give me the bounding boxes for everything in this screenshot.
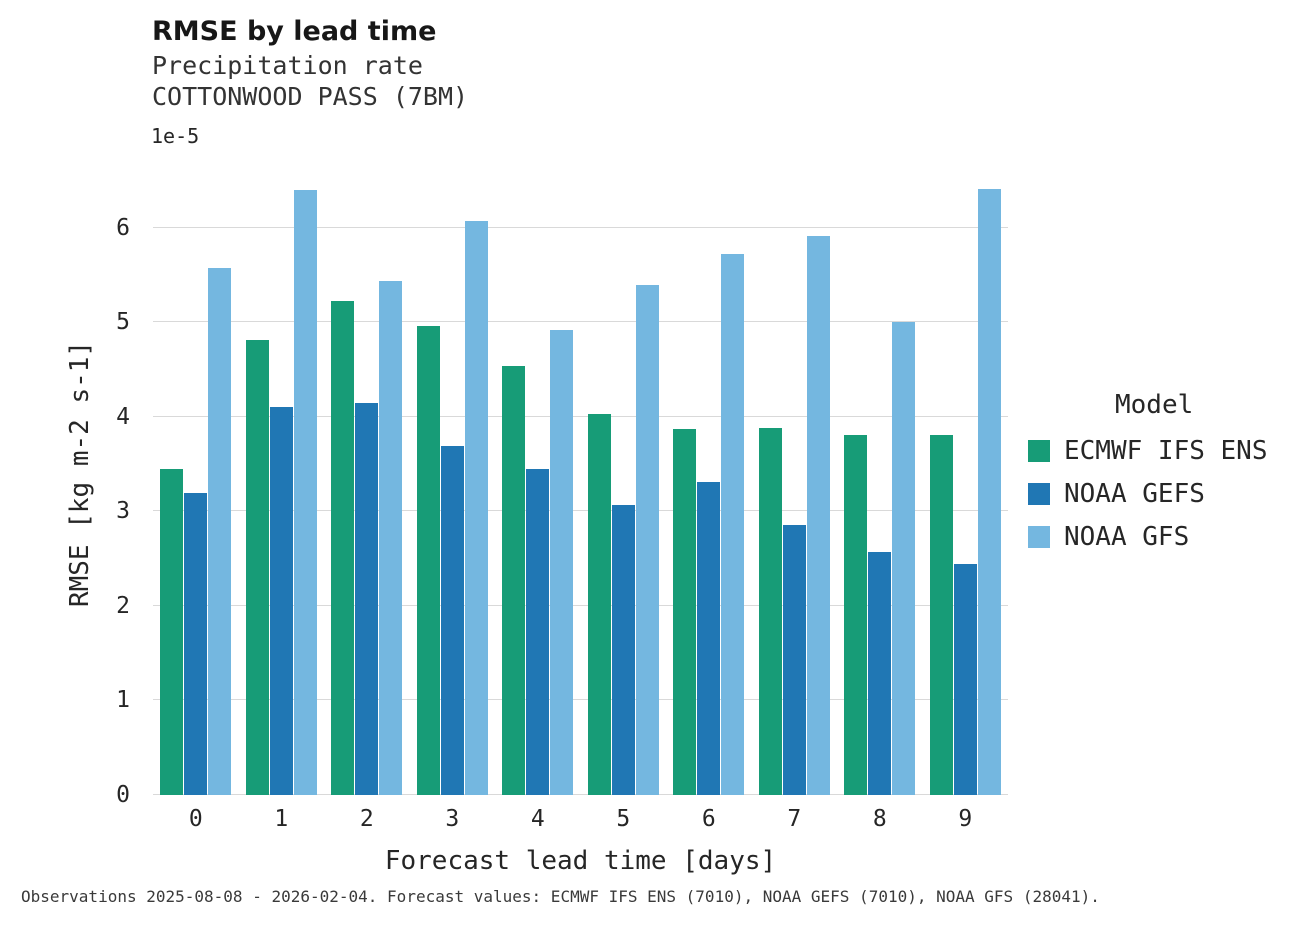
y-tick-label-0: 0	[116, 782, 130, 808]
legend-item-ecmwf-ifs-ens: ECMWF IFS ENS	[1028, 436, 1268, 466]
bar-ecmwf-ifs-ens-lead-2	[331, 301, 355, 795]
bar-noaa-gefs-lead-9	[953, 564, 977, 795]
bar-noaa-gfs-lead-8	[892, 322, 916, 795]
bar-group-lead-2	[324, 152, 410, 795]
x-tick-label-7: 7	[787, 806, 802, 832]
x-tick-label-6: 6	[701, 806, 716, 832]
bar-ecmwf-ifs-ens-lead-4	[502, 365, 526, 795]
bar-group-lead-9	[923, 152, 1009, 795]
gridline-3	[153, 510, 1008, 512]
legend-items: ECMWF IFS ENS NOAA GEFS NOAA GFS	[1028, 436, 1268, 552]
x-tick-label-1: 1	[274, 806, 289, 832]
y-tick-label-3: 3	[116, 498, 130, 525]
bar-noaa-gefs-lead-6	[697, 482, 721, 795]
x-tick-label-0: 0	[188, 806, 203, 832]
gridline-2	[153, 604, 1008, 606]
gridline-5	[153, 321, 1008, 323]
bar-noaa-gfs-lead-0	[208, 268, 232, 795]
legend-swatch-noaa-gfs	[1028, 526, 1050, 548]
x-tick-labels: 0 1 2 3 4 5 6 7 8 9	[153, 806, 1008, 832]
bar-ecmwf-ifs-ens-lead-5	[587, 413, 611, 795]
legend-swatch-ecmwf-ifs-ens	[1028, 440, 1050, 462]
bar-noaa-gfs-lead-5	[635, 285, 659, 795]
footer-caption: Observations 2025-08-08 - 2026-02-04. Fo…	[21, 887, 1100, 906]
bar-group-lead-7	[752, 152, 838, 795]
legend-item-noaa-gfs: NOAA GFS	[1028, 522, 1268, 552]
bar-ecmwf-ifs-ens-lead-7	[758, 428, 782, 795]
x-tick-label-9: 9	[958, 806, 973, 832]
chart-subtitle-variable: Precipitation rate	[152, 51, 423, 80]
bar-group-lead-6	[666, 152, 752, 795]
plot-area	[153, 152, 1008, 795]
bar-ecmwf-ifs-ens-lead-3	[416, 326, 440, 795]
bar-noaa-gefs-lead-3	[440, 446, 464, 795]
bar-ecmwf-ifs-ens-lead-6	[673, 429, 697, 795]
legend-label-ecmwf-ifs-ens: ECMWF IFS ENS	[1064, 436, 1268, 466]
bar-noaa-gefs-lead-0	[184, 493, 208, 795]
y-tick-label-5: 5	[116, 309, 130, 336]
bar-noaa-gfs-lead-2	[379, 280, 403, 795]
bar-noaa-gefs-lead-7	[782, 524, 806, 795]
bar-noaa-gefs-lead-5	[611, 504, 635, 795]
x-tick-label-5: 5	[616, 806, 631, 832]
y-axis-label: RMSE [kg m-2 s-1]	[65, 340, 96, 607]
bar-noaa-gfs-lead-6	[721, 254, 745, 795]
y-tick-labels: 0 1 2 3 4 5 6	[100, 152, 140, 808]
y-axis-label-wrap: RMSE [kg m-2 s-1]	[55, 152, 105, 795]
legend-title: Model	[1115, 390, 1194, 420]
x-tick-label-4: 4	[530, 806, 545, 832]
bar-group-lead-8	[837, 152, 923, 795]
x-tick-label-3: 3	[445, 806, 460, 832]
bar-ecmwf-ifs-ens-lead-0	[160, 468, 184, 795]
bar-noaa-gefs-lead-8	[868, 551, 892, 795]
legend-label-noaa-gfs: NOAA GFS	[1064, 522, 1190, 552]
y-axis-scale-offset: 1e-5	[151, 124, 200, 148]
bar-noaa-gefs-lead-1	[269, 407, 293, 795]
bar-ecmwf-ifs-ens-lead-9	[929, 434, 953, 795]
bar-ecmwf-ifs-ens-lead-8	[844, 434, 868, 795]
y-tick-label-1: 1	[116, 687, 130, 714]
bar-noaa-gfs-lead-1	[293, 189, 317, 795]
y-tick-label-4: 4	[116, 403, 130, 430]
x-tick-label-8: 8	[872, 806, 887, 832]
bar-noaa-gfs-lead-7	[806, 236, 830, 795]
gridline-4	[153, 415, 1008, 417]
gridlines	[153, 152, 1008, 795]
gridline-6	[153, 226, 1008, 228]
gridline-0	[153, 794, 1008, 795]
bar-group-lead-0	[153, 152, 239, 795]
bar-noaa-gfs-lead-9	[977, 188, 1001, 795]
x-axis-label: Forecast lead time [days]	[384, 846, 777, 876]
y-tick-label-2: 2	[116, 592, 130, 619]
chart-subtitle-station: COTTONWOOD PASS (7BM)	[152, 82, 469, 111]
legend-swatch-noaa-gefs	[1028, 483, 1050, 505]
bar-noaa-gefs-lead-4	[526, 468, 550, 795]
chart-title: RMSE by lead time	[152, 16, 437, 47]
legend-label-noaa-gefs: NOAA GEFS	[1064, 479, 1205, 509]
bar-group-lead-4	[495, 152, 581, 795]
legend: Model ECMWF IFS ENS NOAA GEFS NOAA GFS	[1028, 390, 1268, 565]
bar-group-lead-5	[581, 152, 667, 795]
bars	[153, 152, 1008, 795]
legend-item-noaa-gefs: NOAA GEFS	[1028, 479, 1268, 509]
bar-ecmwf-ifs-ens-lead-1	[245, 340, 269, 795]
bar-noaa-gfs-lead-4	[550, 329, 574, 795]
bar-noaa-gfs-lead-3	[464, 221, 488, 795]
bar-group-lead-1	[239, 152, 325, 795]
bar-noaa-gefs-lead-2	[355, 402, 379, 795]
gridline-1	[153, 699, 1008, 701]
y-tick-label-6: 6	[116, 214, 130, 241]
bar-group-lead-3	[410, 152, 496, 795]
x-tick-label-2: 2	[359, 806, 374, 832]
